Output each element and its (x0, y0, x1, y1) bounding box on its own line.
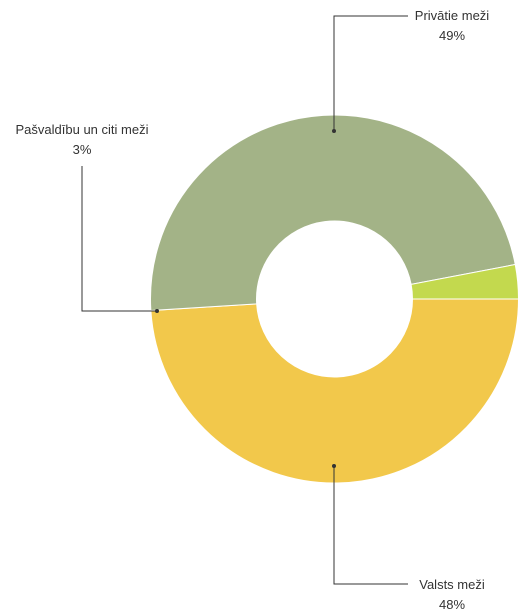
slice-value-pasvaldibu: 3% (73, 142, 92, 157)
leader-pasvaldibu (81, 166, 159, 313)
slice-value-privatie: 49% (439, 28, 465, 43)
slice-privatie (150, 298, 518, 484)
slice-value-valsts: 48% (439, 597, 465, 612)
slice-pasvaldibu (410, 263, 518, 300)
slice-label-pasvaldibu: Pašvaldību un citi meži (16, 122, 149, 137)
leader-privatie (332, 15, 408, 133)
slice-label-valsts: Valsts meži (419, 577, 485, 592)
slice-valsts (150, 114, 516, 312)
donut-slices (150, 114, 518, 484)
slice-label-privatie: Privātie meži (415, 8, 490, 23)
leader-valsts (332, 464, 408, 585)
